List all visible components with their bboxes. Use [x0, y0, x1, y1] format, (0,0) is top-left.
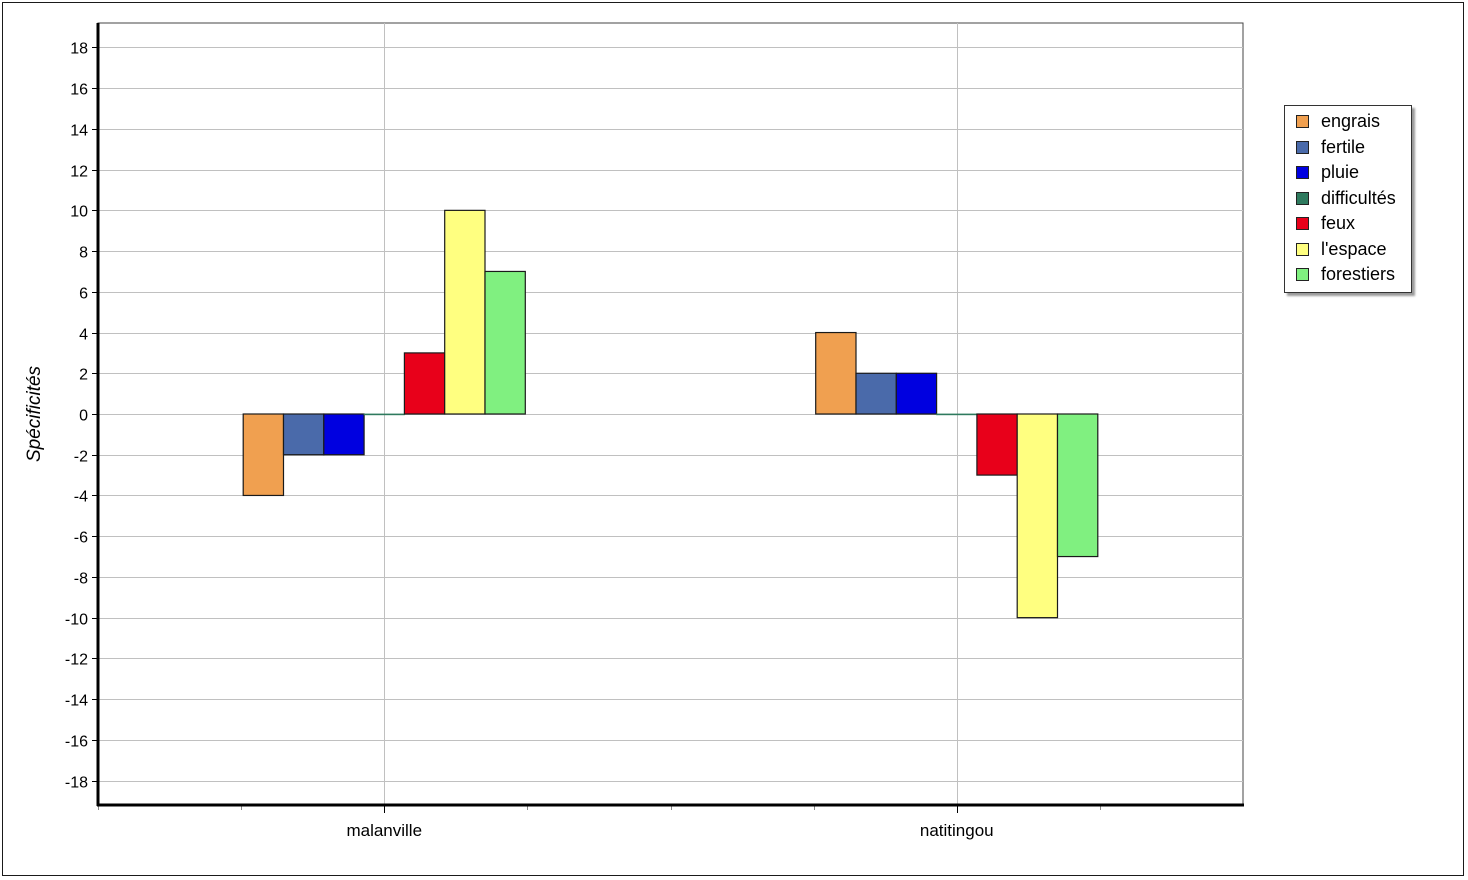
y-tick-label: 0	[79, 408, 88, 425]
y-tick-label: -16	[65, 734, 88, 751]
legend-label: engrais	[1321, 111, 1381, 132]
legend-swatch	[1296, 217, 1309, 231]
bars-layer	[242, 209, 1099, 619]
y-tick-label: -14	[65, 693, 88, 710]
y-tick-label: 10	[70, 204, 88, 221]
legend-label: feux	[1321, 213, 1356, 234]
legend-swatch	[1296, 191, 1309, 205]
bar	[323, 413, 365, 456]
bar	[1056, 413, 1099, 558]
axis-layer: 18 16 14 12 10 8 6 4 2 0 -2 -4 -6 -8 -10 -12 -14 -16 -18 ma…	[65, 23, 1244, 840]
legend-item: difficultés	[1285, 186, 1411, 212]
legend-label: l'espace	[1321, 238, 1387, 259]
y-tick-label: -8	[74, 571, 88, 588]
y-tick-label: -6	[74, 530, 88, 547]
bar	[976, 413, 1018, 476]
bar	[815, 331, 857, 415]
bar	[855, 372, 897, 415]
bar	[403, 352, 446, 415]
y-tick-label: 4	[79, 327, 88, 344]
bar	[895, 372, 938, 415]
legend-swatch	[1296, 115, 1309, 129]
y-tick-label: -18	[65, 775, 88, 792]
y-tick-label: -2	[74, 449, 88, 466]
bar	[282, 413, 325, 456]
y-tick-label: 18	[70, 41, 88, 58]
y-tick-label: 12	[70, 164, 88, 181]
legend-item: feux	[1285, 211, 1411, 237]
bar	[444, 209, 486, 415]
x-tick-label: malanville	[346, 821, 422, 840]
bar	[1016, 413, 1059, 619]
y-axis-title: Spécificités	[24, 365, 45, 462]
bar	[242, 413, 285, 497]
y-tick-label: 6	[79, 286, 88, 303]
legend-label: fertile	[1321, 136, 1366, 157]
y-tick-label: 14	[70, 123, 88, 140]
legend-item: forestiers	[1285, 262, 1411, 288]
legend-swatch	[1296, 166, 1309, 180]
y-tick-label: 8	[79, 245, 88, 262]
legend-swatch	[1296, 268, 1309, 282]
y-tick-label: -10	[65, 612, 88, 629]
legend-item: fertile	[1285, 135, 1411, 161]
y-tick-label: -4	[74, 489, 88, 506]
legend-label: pluie	[1321, 162, 1360, 183]
legend-item: engrais	[1285, 109, 1411, 135]
legend-swatch	[1296, 140, 1309, 154]
legend-swatch	[1296, 242, 1309, 256]
legend-item: pluie	[1285, 160, 1411, 186]
bar	[484, 270, 526, 415]
y-tick-label: 16	[70, 82, 88, 99]
bar	[363, 413, 405, 416]
y-tick-label: 2	[79, 367, 88, 384]
legend-item: l'espace	[1285, 237, 1411, 263]
legend-label: difficultés	[1321, 187, 1396, 208]
legend: engrais fertile pluie difficultés feux l'espa…	[1284, 105, 1412, 293]
bar	[936, 413, 978, 416]
x-tick-label: natitingou	[920, 821, 994, 840]
y-tick-label: -12	[65, 652, 88, 669]
legend-label: forestiers	[1321, 264, 1396, 285]
